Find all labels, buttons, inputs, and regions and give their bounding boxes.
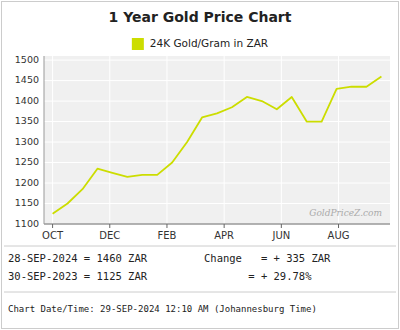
x-tick-label: JUN bbox=[271, 230, 290, 241]
y-tick-label: 1450 bbox=[15, 74, 39, 85]
y-tick-label: 1150 bbox=[15, 197, 39, 208]
x-axis-line bbox=[44, 224, 390, 225]
plot-data bbox=[53, 76, 382, 213]
x-tick-label: AUG bbox=[328, 230, 350, 241]
x-tick bbox=[52, 224, 53, 228]
y-tick-label: 1300 bbox=[15, 136, 39, 147]
grid-line-x bbox=[338, 56, 339, 224]
x-tick-label: FEB bbox=[157, 230, 176, 241]
info-text: 28-SEP-2024 = 1460 ZAR bbox=[8, 252, 148, 264]
x-tick-label: OCT bbox=[42, 230, 64, 241]
grid bbox=[44, 56, 390, 224]
info-text: 30-SEP-2023 = 1125 ZAR bbox=[8, 270, 148, 282]
legend-swatch bbox=[132, 38, 144, 50]
y-tick-label: 1100 bbox=[15, 218, 39, 229]
x-tick bbox=[338, 224, 339, 228]
info-text: Change = + 335 ZAR bbox=[204, 252, 331, 264]
x-tick-label: DEC bbox=[99, 230, 120, 241]
grid-line-x bbox=[109, 56, 110, 224]
x-tick bbox=[224, 224, 225, 228]
y-tick-label: 1200 bbox=[15, 177, 39, 188]
legend-label: 24K Gold/Gram in ZAR bbox=[150, 37, 268, 49]
footer: Chart Date/Time: 29-SEP-2024 12:10 AM (J… bbox=[8, 304, 317, 314]
legend: 24K Gold/Gram in ZAR bbox=[132, 37, 268, 50]
separator bbox=[4, 292, 396, 293]
watermark: GoldPriceZ.com bbox=[309, 208, 382, 218]
y-tick-label: 1350 bbox=[15, 115, 39, 126]
x-tick bbox=[166, 224, 167, 228]
y-tick-label: 1400 bbox=[15, 95, 39, 106]
x-tick bbox=[109, 224, 110, 228]
separator bbox=[4, 246, 396, 247]
grid-line-x bbox=[166, 56, 167, 224]
y-axis-line bbox=[44, 56, 45, 224]
chart: 1 Year Gold Price Chart 24K Gold/Gram in … bbox=[0, 0, 400, 330]
line bbox=[53, 76, 382, 213]
grid-line-y bbox=[44, 224, 390, 225]
grid-line-x bbox=[52, 56, 53, 224]
y-tick-label: 1500 bbox=[15, 54, 39, 65]
y-tick-label: 1250 bbox=[15, 156, 39, 167]
grid-line-x bbox=[224, 56, 225, 224]
x-tick-label: APR bbox=[214, 230, 234, 241]
title: 1 Year Gold Price Chart bbox=[109, 9, 292, 25]
grid-line-x bbox=[281, 56, 282, 224]
info-text: = + 29.78% bbox=[204, 270, 312, 282]
page-border bbox=[2, 2, 399, 329]
x-tick bbox=[281, 224, 282, 228]
plot-background bbox=[44, 56, 390, 224]
